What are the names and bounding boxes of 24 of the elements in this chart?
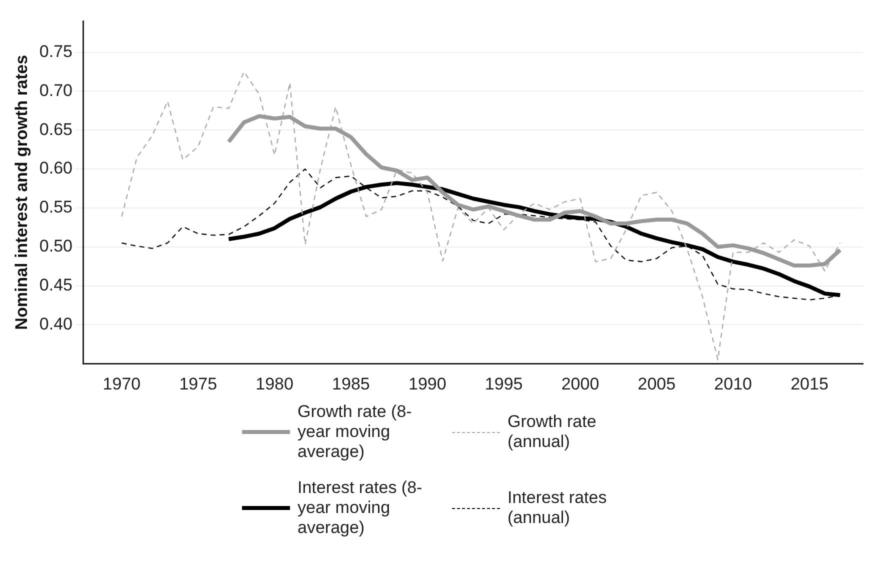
x-tick-label: 2015 (790, 374, 828, 394)
y-tick-label: 0.60 (39, 158, 72, 178)
line-series (121, 71, 841, 360)
x-tick-label: 2000 (561, 374, 600, 394)
x-tick-label: 1990 (408, 374, 446, 394)
x-tick-label: 1985 (332, 374, 370, 394)
y-tick-label: 0.75 (39, 42, 72, 62)
legend-label: Interest rates (annual) (508, 488, 608, 528)
legend-label: Interest rates (8-year moving average) (298, 478, 424, 538)
y-tick-label: 0.50 (39, 236, 72, 256)
x-tick-label: 2005 (638, 374, 676, 394)
x-tick-label: 1980 (256, 374, 294, 394)
legend-label: Growth rate (annual) (508, 412, 598, 452)
x-tick-label: 1970 (102, 374, 141, 394)
y-tick-label: 0.55 (39, 198, 72, 217)
legend-label: Growth rate (8-year moving average) (298, 402, 413, 462)
y-axis-title: Nominal interest and growth rates (12, 54, 31, 330)
x-tick-label: 1995 (484, 374, 523, 394)
y-tick-label: 0.40 (39, 314, 72, 334)
x-tick-label: 1975 (179, 374, 218, 394)
y-tick-label: 0.70 (39, 80, 72, 100)
y-tick-label: 0.65 (39, 120, 72, 139)
y-tick-label: 0.45 (39, 275, 72, 294)
x-tick-label: 2010 (714, 374, 752, 394)
